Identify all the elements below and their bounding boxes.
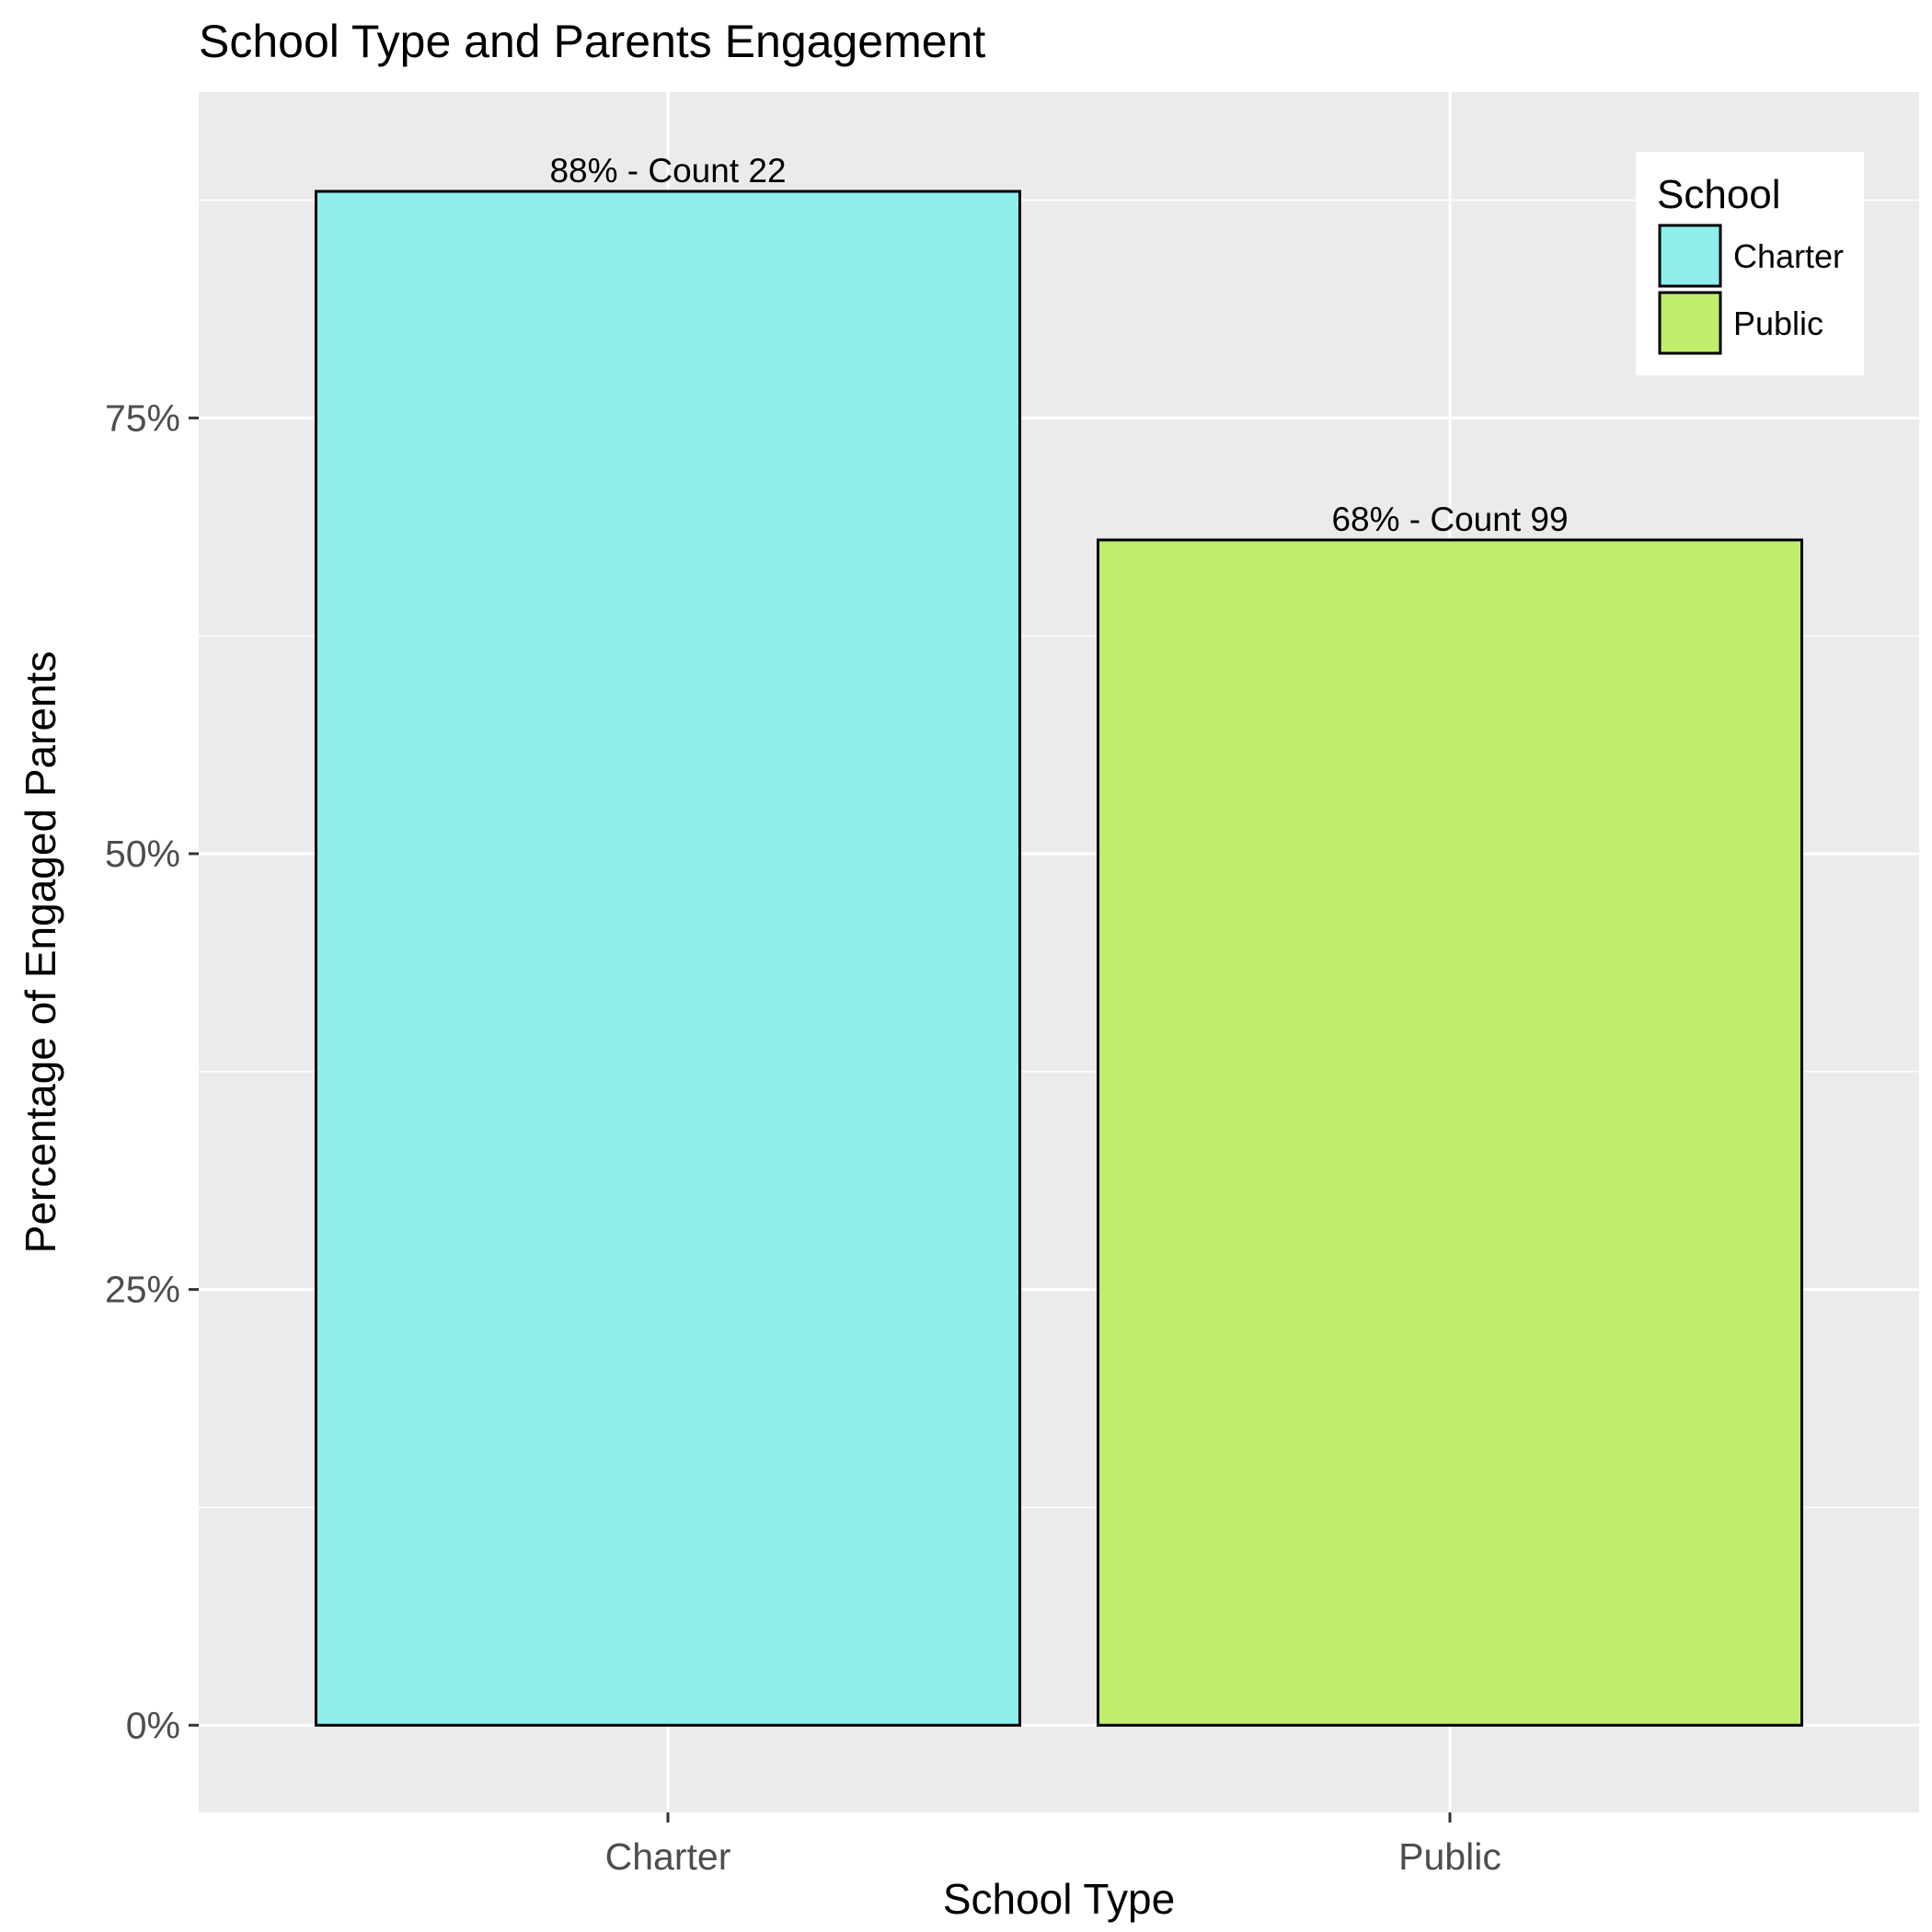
chart-title: School Type and Parents Engagement [199, 16, 985, 67]
legend-key-public [1658, 291, 1722, 355]
x-tick-label-public: Public [1398, 1835, 1501, 1878]
bar-public [1097, 538, 1803, 1727]
legend-label-public: Public [1733, 305, 1823, 342]
y-axis-title: Percentage of Engaged Parents [17, 651, 64, 1254]
legend-label-charter: Charter [1733, 237, 1844, 275]
bars [315, 190, 1803, 1727]
x-axis: Charter Public [605, 1812, 1501, 1878]
data-label-charter: 88% - Count 22 [549, 152, 786, 190]
y-tick-label: 75% [105, 397, 180, 439]
y-tick-label: 25% [105, 1269, 180, 1311]
legend-title: School [1657, 172, 1781, 217]
data-labels: 88% - Count 22 68% - Count 99 [549, 152, 1568, 538]
legend-entries: Charter Public [1658, 224, 1844, 355]
y-tick-label: 50% [105, 833, 180, 875]
x-axis-title: School Type [943, 1875, 1175, 1923]
legend: School Charter Public [1636, 152, 1864, 375]
data-label-public: 68% - Count 99 [1331, 500, 1568, 538]
y-axis: 0% 25% 50% 75% [105, 397, 199, 1746]
y-tick-label: 0% [126, 1704, 180, 1746]
bar-charter [315, 190, 1021, 1727]
x-tick-label-charter: Charter [605, 1835, 731, 1878]
legend-key-charter [1658, 224, 1722, 288]
